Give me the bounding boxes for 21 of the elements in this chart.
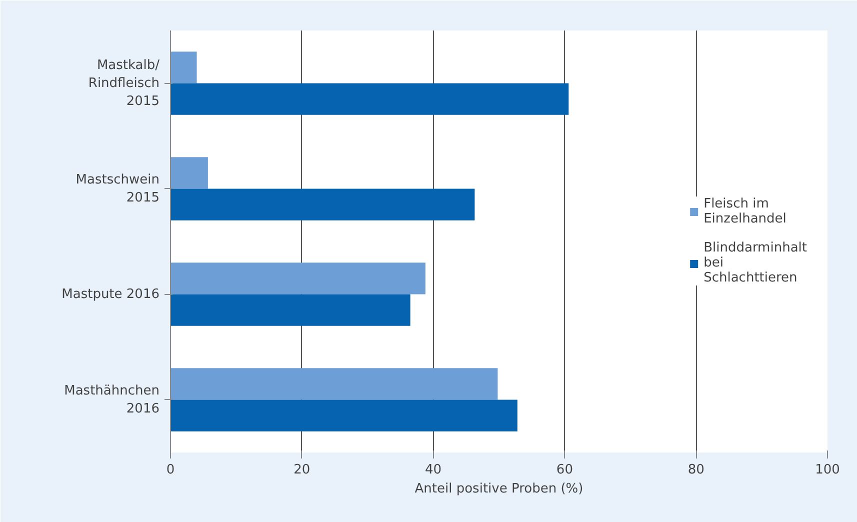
y-tick-label: Mastpute 2016 (62, 286, 160, 302)
bar (170, 157, 208, 189)
y-tick-label: Masthähnchen 2016 (64, 383, 160, 416)
x-tick-label: 20 (294, 462, 310, 478)
bar (170, 52, 197, 84)
bar (170, 368, 498, 400)
bar (170, 262, 426, 294)
bar (170, 294, 410, 326)
x-axis-title: Anteil positive Proben (%) (414, 482, 584, 496)
bar (170, 400, 518, 432)
x-tick-label: 0 (166, 462, 175, 478)
legend-label: Blinddarminhalt bei Schlachttieren (704, 240, 807, 286)
y-tick-label: Mastkalb/ Rindfleisch 2015 (88, 58, 160, 109)
x-tick-label: 100 (815, 462, 840, 478)
bar (170, 188, 475, 220)
legend-label: Fleisch im Einzelhandel (704, 196, 786, 226)
x-tick-label: 60 (556, 462, 573, 478)
y-tick-label: Mastschwein 2015 (76, 172, 160, 206)
x-tick-label: 40 (425, 462, 442, 478)
x-tick-label: 80 (688, 462, 704, 478)
bar (170, 83, 569, 115)
